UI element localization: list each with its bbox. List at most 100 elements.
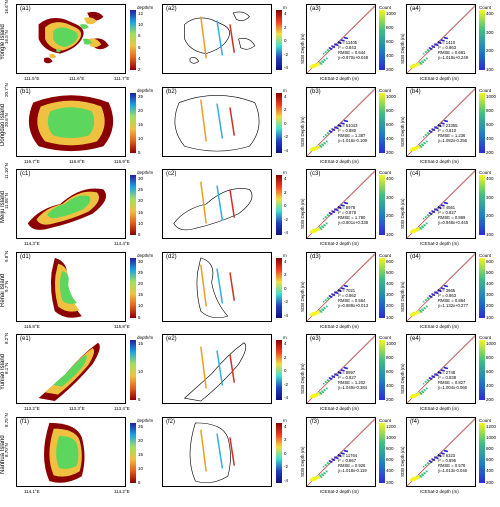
scatter-point <box>337 289 340 291</box>
panel-label: (a1) <box>19 6 32 12</box>
depth-colorbar-tick: 20 <box>138 437 144 443</box>
count-colorbar-title: Count <box>379 417 392 423</box>
difference-colorbar <box>276 10 282 70</box>
depth-map-panel-2: (c1) <box>16 169 126 239</box>
y-axis-label: SDB Depth (m) <box>400 198 405 229</box>
lon-tick: 111.5°E <box>24 76 40 81</box>
difference-colorbar-tick: -4 <box>284 312 289 318</box>
difference-colorbar-tick: 2 <box>284 354 287 360</box>
count-colorbar <box>479 10 485 70</box>
stat-line: y=1.082x-0.256 <box>438 137 467 143</box>
count-colorbar-tick: 200 <box>386 67 394 72</box>
scatter-point <box>425 140 428 142</box>
deep-lagoon-shape <box>59 270 77 304</box>
count-colorbar-title: Count <box>379 87 392 93</box>
scatter-point <box>340 39 343 41</box>
scatter-point <box>331 292 333 295</box>
difference-colorbar <box>276 422 282 483</box>
icesat-track <box>229 436 236 466</box>
lon-tick: 111.6°E <box>69 76 85 81</box>
difference-map-panel-0: (a2) <box>162 4 272 74</box>
count-colorbar-tick: 300 <box>386 194 394 200</box>
scatter-point <box>323 224 325 226</box>
scatter-point <box>316 474 319 477</box>
count-colorbar <box>479 340 485 400</box>
count-colorbar-title: Count <box>479 87 492 93</box>
count-colorbar-tick: 600 <box>386 258 394 264</box>
scatter-point <box>421 390 423 392</box>
count-colorbar <box>479 92 485 153</box>
scatter-point <box>431 457 433 460</box>
scatter-point <box>419 391 421 394</box>
x-axis-label: ICESat-2 depth (m) <box>320 76 359 81</box>
stat-line: RMSE = 0.869 <box>438 215 466 220</box>
scatter-point <box>324 298 327 301</box>
deep-lagoon-shape <box>47 195 91 219</box>
scatter-point <box>416 62 419 64</box>
scatter-point <box>311 394 313 397</box>
difference-colorbar-tick: 0 <box>284 368 287 373</box>
scatter-point <box>411 312 413 314</box>
scatter-point <box>440 121 443 124</box>
scatter-point <box>324 216 327 218</box>
scatter-svg <box>407 87 475 156</box>
scatter-point <box>319 144 321 146</box>
scatter-panel-c-3: (d3) <box>306 251 376 322</box>
panel-label: (e1) <box>19 336 32 342</box>
depth-colorbar-title: depth/m <box>137 252 154 258</box>
lon-tick: 113.3°E <box>69 406 85 411</box>
scatter-point <box>411 477 413 479</box>
count-colorbar-tick: 200 <box>486 48 494 54</box>
island-outline <box>174 94 260 151</box>
scatter-point <box>440 204 443 206</box>
scatter-point <box>337 206 340 209</box>
scatter-point <box>321 60 323 62</box>
depth-map-svg <box>50 257 82 318</box>
depth-colorbar-tick: 4 <box>138 55 141 61</box>
stat-line: N = 6323 <box>438 452 456 458</box>
stat-line: r² = 0.838 <box>438 375 457 380</box>
scatter-svg <box>407 5 475 73</box>
scatter-point <box>424 463 427 466</box>
island-shape <box>44 57 53 64</box>
scatter-point <box>316 62 319 64</box>
scatter-point <box>334 43 336 45</box>
scatter-point <box>431 45 433 47</box>
scatter-point <box>411 147 413 149</box>
y-axis-label: SDB Depth (m) <box>400 115 405 147</box>
lat-tick: 8.70°N <box>4 442 9 457</box>
panel-label: (f3) <box>309 418 320 425</box>
depth-colorbar <box>130 175 136 235</box>
difference-colorbar-tick: 4 <box>284 423 287 429</box>
panel-label: (c2) <box>165 171 178 177</box>
panel-label: (b4) <box>409 88 422 95</box>
x-axis-label: ICESat-2 depth (m) <box>320 158 359 164</box>
lon-tick: 114.4°E <box>114 241 130 246</box>
scatter-point <box>322 382 325 385</box>
scatter-point <box>428 377 431 379</box>
panel-label: (c1) <box>19 171 32 177</box>
scatter-point <box>322 300 325 302</box>
stat-line: RMSE = 0.926 <box>338 462 366 468</box>
scatter-point <box>334 208 336 210</box>
scatter-point <box>421 225 423 227</box>
count-colorbar-tick: 800 <box>386 445 394 451</box>
scatter-point <box>328 47 331 49</box>
count-colorbar-tick: 100 <box>386 232 394 237</box>
stat-line: RMSE = 1.202 <box>338 380 366 385</box>
difference-colorbar-tick: -2 <box>284 381 289 387</box>
y-axis-label: SDB Depth (m) <box>400 280 405 312</box>
depth-colorbar-tick: 5 <box>138 149 141 155</box>
count-colorbar-tick: 1200 <box>386 423 397 429</box>
count-colorbar-title: Count <box>479 335 492 340</box>
count-colorbar-tick: 200 <box>386 397 394 402</box>
icesat-track <box>229 24 236 53</box>
lat-tick: 11.10°N <box>4 163 9 179</box>
depth-colorbar-tick: 5 <box>138 397 141 402</box>
difference-colorbar-title: m <box>283 87 287 93</box>
depth-colorbar-tick: 10 <box>138 303 144 309</box>
depth-colorbar-tick: 12 <box>138 11 144 16</box>
scatter-point <box>437 41 440 44</box>
count-colorbar <box>479 257 485 318</box>
scatter-point <box>437 206 440 209</box>
